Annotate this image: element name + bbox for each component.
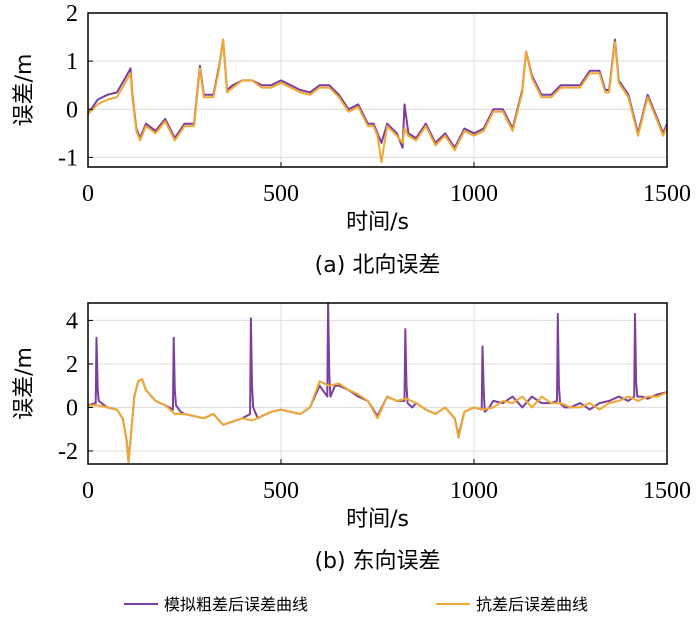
y-tick-label-north: -1: [58, 145, 78, 171]
x-tick-label-east: 1000: [450, 478, 498, 504]
x-ticks-east: 0 500 1000 1500: [82, 459, 691, 504]
plot-frame-east: [87, 302, 668, 465]
x-tick-label-east: 500: [263, 478, 299, 504]
x-tick-label-north: 1500: [643, 181, 691, 207]
plot-frame-north: [87, 12, 668, 168]
y-tick-label-north: 0: [66, 97, 78, 123]
x-tick-label-north: 0: [82, 181, 94, 207]
x-axis-label-north: 时间/s: [346, 210, 409, 235]
x-tick-label-north: 500: [263, 181, 299, 207]
y-tick-label-north: 1: [66, 49, 78, 75]
legend-label-simulated: 模拟粗差后误差曲线: [164, 595, 308, 614]
caption-east: (b) 东向误差: [314, 549, 440, 574]
series-line-robust-north: [87, 38, 668, 164]
y-tick-label-east: -2: [58, 439, 78, 465]
legend-label-robust: 抗差后误差曲线: [476, 595, 588, 614]
grid-north: [87, 12, 668, 167]
y-ticks-east: -2 0 2 4: [58, 308, 93, 465]
series-lines-north: [87, 38, 668, 164]
series-line-simulated-north: [87, 38, 668, 149]
series-lines-east: [87, 302, 668, 463]
x-ticks-north: 0 500 1000 1500: [82, 162, 691, 207]
series-line-robust-east: [88, 378, 668, 463]
x-tick-label-east: 0: [82, 478, 94, 504]
y-ticks-north: -1 0 1 2: [58, 1, 93, 171]
series-line-simulated-east: [87, 302, 668, 463]
x-tick-label-north: 1000: [450, 181, 498, 207]
x-tick-label-east: 1500: [643, 478, 691, 504]
y-tick-label-east: 0: [66, 395, 78, 421]
x-axis-label-east: 时间/s: [346, 507, 409, 532]
y-axis-label-north: 误差/m: [12, 54, 37, 127]
legend: 模拟粗差后误差曲线 抗差后误差曲线: [124, 595, 588, 614]
y-axis-label-east: 误差/m: [12, 347, 37, 420]
caption-north: (a) 北向误差: [315, 253, 441, 278]
y-tick-label-east: 4: [66, 308, 78, 334]
y-tick-label-north: 2: [66, 1, 78, 27]
y-tick-label-east: 2: [66, 352, 78, 378]
